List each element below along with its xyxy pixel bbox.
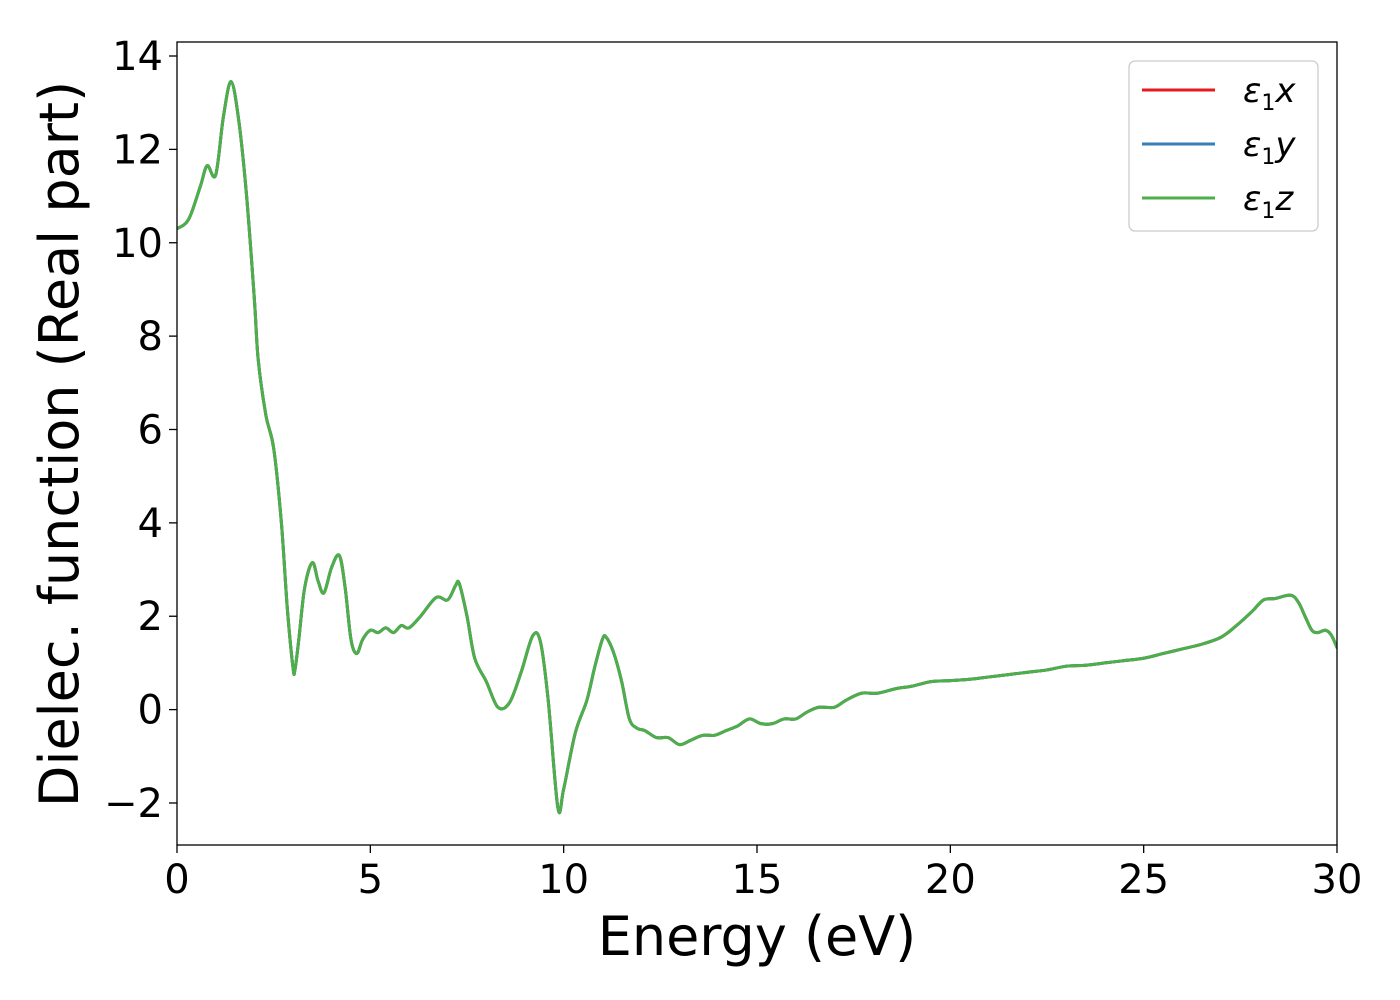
y-tick-label: 6	[138, 407, 163, 453]
x-tick-label: 10	[538, 857, 589, 903]
x-axis-label: Energy (eV)	[598, 905, 917, 968]
x-tick-label: 5	[358, 857, 383, 903]
y-tick-label: 0	[138, 688, 163, 734]
x-tick-label: 0	[164, 857, 189, 903]
x-tick-label: 15	[732, 857, 783, 903]
x-tick-label: 30	[1312, 857, 1363, 903]
legend-label-x: ε1x	[1243, 71, 1296, 116]
y-tick-label: 12	[112, 127, 163, 173]
legend-label-y: ε1y	[1243, 125, 1296, 170]
y-tick-label: 2	[138, 594, 163, 640]
series-line-z	[177, 80, 1337, 815]
y-tick-label: 14	[112, 34, 163, 80]
y-tick-label: −2	[104, 781, 163, 827]
y-axis: −2 0 2 4 6 8 10 12 14	[104, 34, 177, 827]
y-axis-label: Dielec. function (Real part)	[28, 81, 91, 807]
legend-box	[1128, 60, 1319, 232]
y-tick-label: 4	[138, 501, 163, 547]
legend: ε1x ε1y ε1z	[1128, 60, 1319, 232]
x-tick-label: 20	[925, 857, 976, 903]
series-layer	[177, 80, 1337, 815]
y-tick-label: 10	[112, 221, 163, 267]
x-axis: 0 5 10 15 20 25 30	[164, 845, 1362, 903]
legend-label-z: ε1z	[1243, 179, 1294, 224]
x-tick-label: 25	[1118, 857, 1169, 903]
y-tick-label: 8	[138, 314, 163, 360]
